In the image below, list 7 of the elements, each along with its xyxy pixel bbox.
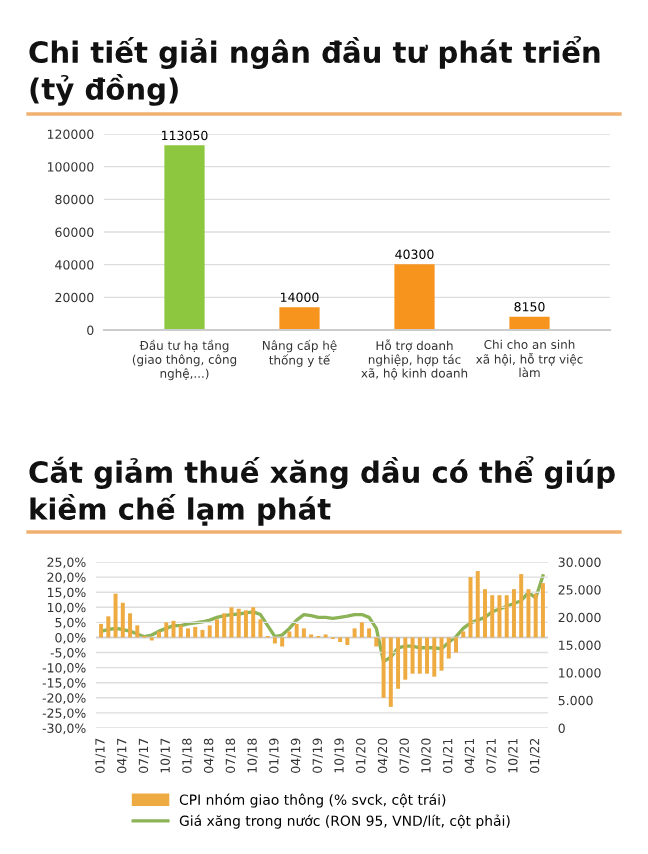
bar bbox=[279, 307, 320, 330]
bar bbox=[394, 264, 435, 330]
line-series bbox=[99, 574, 545, 664]
chart-title: Chi tiết giải ngân đầu tư phát triển (tỷ đồng) bbox=[29, 36, 600, 106]
bar bbox=[509, 316, 550, 330]
bar bbox=[164, 145, 205, 330]
chart-title: Cắt giảm thuế xăng dầu có thể giúp kiềm chế lạm phát bbox=[29, 456, 615, 526]
